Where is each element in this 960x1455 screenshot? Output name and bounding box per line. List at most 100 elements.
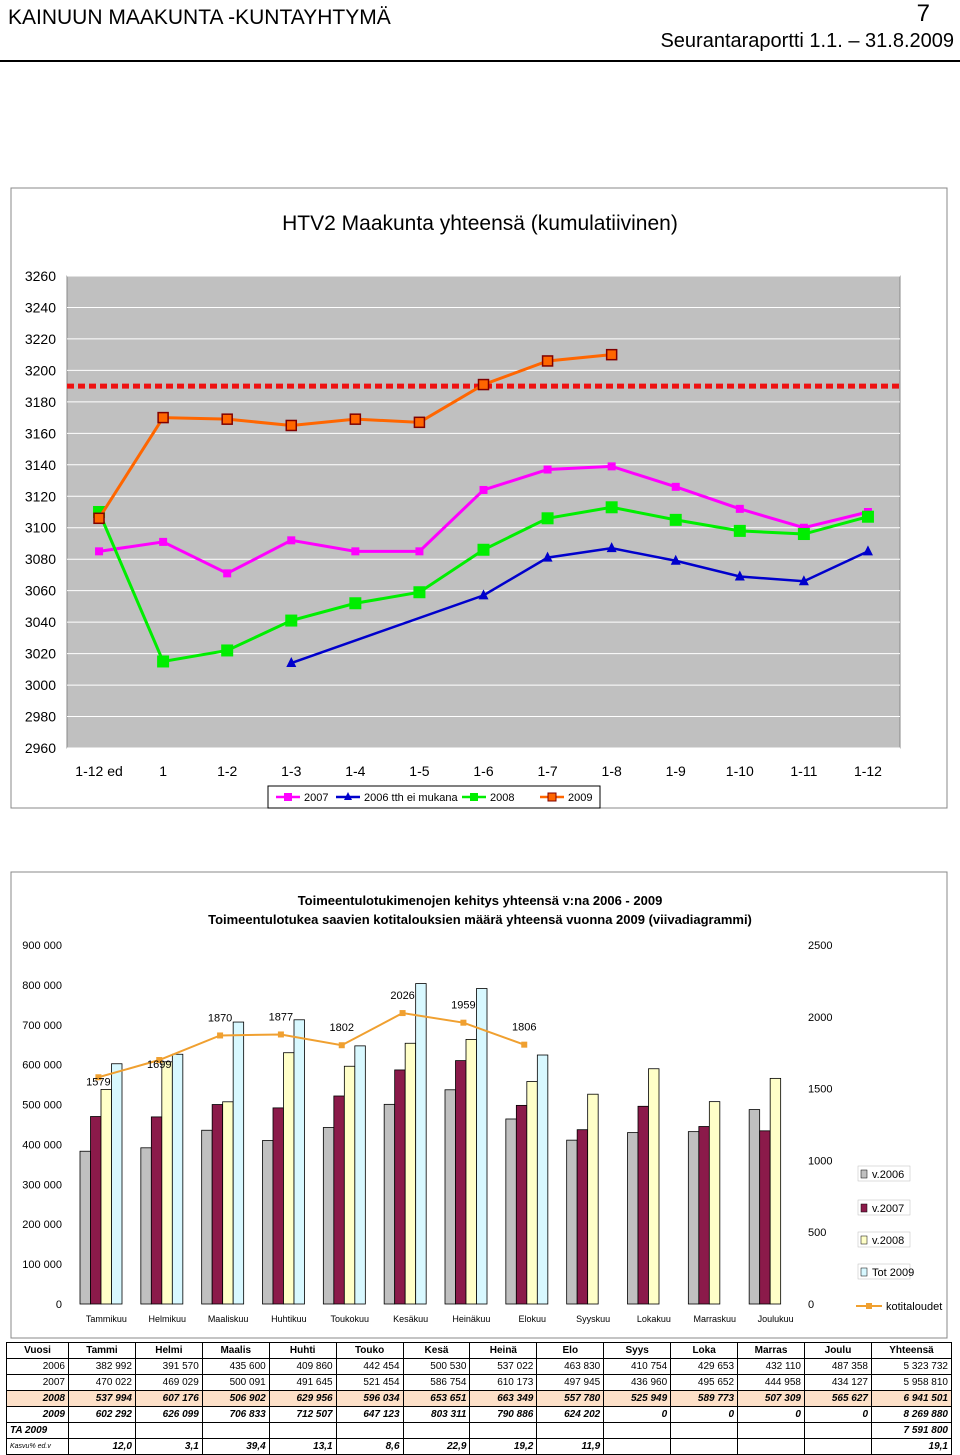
chart2-bar <box>444 1089 456 1305</box>
chart2-xtick-label: Heinäkuu <box>452 1314 490 1324</box>
chart1-point <box>478 589 489 600</box>
chart2-xtick-label: Kesäkuu <box>393 1314 428 1324</box>
chart2-bar <box>211 1104 224 1305</box>
table-cell: 491 645 <box>268 1374 337 1391</box>
table-cell: 500 091 <box>201 1374 270 1391</box>
table-row: 2006 382 992 391 570 435 600 409 860 442 454 5… <box>6 1358 952 1375</box>
chart2-ytick-label: 800 000 <box>22 980 62 992</box>
table-cell: 3,1 <box>134 1438 203 1455</box>
table-cell: 469 029 <box>134 1374 203 1391</box>
chart1-xtick-label: 1-8 <box>602 763 622 779</box>
chart1-point <box>541 355 554 367</box>
chart2-data-label: 1802 <box>330 1022 354 1034</box>
chart1-point <box>351 547 360 556</box>
chart2-y2tick-label: 2000 <box>808 1012 832 1024</box>
chart2-data-label: 1959 <box>451 1000 475 1012</box>
report-title: Seurantaraportti 1.1. – 31.8.2009 <box>660 30 954 52</box>
chart1-ytick-label: 2960 <box>25 740 56 756</box>
chart1-xtick-label: 1-2 <box>217 763 237 779</box>
chart1-point <box>413 586 426 599</box>
table-row: 2008 537 994 607 176 506 902 629 956 596 034 6… <box>6 1390 952 1407</box>
chart2-bar <box>394 1069 406 1305</box>
chart1-point <box>415 547 424 556</box>
table-row: Kasvu% ed.v 12,0 3,1 39,4 13,1 8,6 22,9 19,2 11,… <box>6 1438 952 1455</box>
chart2-line-point <box>521 1041 528 1048</box>
chart2-bar <box>171 1053 184 1305</box>
chart1-point <box>349 597 362 610</box>
table-cell: 565 627 <box>803 1390 873 1407</box>
table-header-cell: Joulu <box>803 1342 873 1359</box>
chart1-legend-label: 2007 <box>304 792 328 804</box>
chart2-xtick-label: Joulukuu <box>758 1314 794 1324</box>
table-cell: 6 941 501 <box>871 1390 952 1407</box>
chart2-bar <box>698 1126 710 1305</box>
table-cell <box>469 1422 538 1439</box>
chart2-subtitle: Toimeentulotukea saavien kotitalouksien … <box>208 912 752 927</box>
table-cell: 7 591 800 <box>871 1422 952 1439</box>
chart2-bar <box>748 1109 761 1305</box>
chart2-legend-label: v.2006 <box>872 1169 904 1181</box>
chart1-ytick-label: 3260 <box>25 268 56 284</box>
chart2-bar <box>576 1129 589 1305</box>
chart1-point <box>223 569 232 578</box>
chart1-xtick-label: 1-11 <box>790 763 817 779</box>
table-cell <box>268 1422 337 1439</box>
table-cell: 382 992 <box>68 1358 136 1375</box>
table-header-cell: Yhteensä <box>871 1342 952 1359</box>
chart1-point <box>221 413 233 425</box>
chart1-point <box>285 614 298 627</box>
chart2-bar <box>687 1131 700 1305</box>
chart1-ytick-label: 3160 <box>25 425 56 441</box>
table-cell: 442 454 <box>335 1358 404 1375</box>
table-cell: 11,9 <box>536 1438 605 1455</box>
chart1-title: HTV2 Maakunta yhteensä (kumulatiivinen) <box>282 212 678 235</box>
chart2-ytick-label: 900 000 <box>22 940 62 952</box>
chart2-xtick-label: Maaliskuu <box>208 1314 249 1324</box>
table-header-cell: Loka <box>670 1342 739 1359</box>
chart1-point <box>157 411 169 424</box>
table-row: 2007 470 022 469 029 500 091 491 645 521 454 5… <box>6 1374 952 1391</box>
chart2-bar <box>383 1103 396 1305</box>
chart2-bar <box>759 1130 771 1305</box>
chart1-point <box>669 513 682 526</box>
table-header-cell: Touko <box>335 1342 404 1359</box>
table-cell: 712 507 <box>268 1406 337 1423</box>
chart1-point <box>605 501 618 514</box>
chart1-point <box>285 419 298 432</box>
table-header-cell: Kesä <box>402 1342 471 1359</box>
chart2-bar <box>111 1063 123 1305</box>
table-cell: 537 022 <box>469 1358 538 1375</box>
chart1-legend-label: 2006 tth ei mukana <box>364 792 458 804</box>
chart2-xtick-label: Lokakuu <box>637 1314 671 1324</box>
chart2-line-point <box>217 1032 224 1039</box>
chart1-xtick-label: 1-3 <box>281 763 301 779</box>
table-cell: 596 034 <box>335 1390 404 1407</box>
table-cell: 610 173 <box>469 1374 538 1391</box>
chart2-xtick-label: Elokuu <box>518 1314 546 1324</box>
table-cell <box>803 1422 873 1439</box>
chart1-point <box>605 348 618 361</box>
chart1-legend-label: 2008 <box>490 792 514 804</box>
chart1-point <box>543 465 552 474</box>
table-cell: 5 323 732 <box>871 1358 952 1375</box>
chart2-bar <box>322 1127 335 1305</box>
chart1-point <box>159 537 168 546</box>
chart2-data-label: 1870 <box>208 1012 232 1024</box>
chart2-bar <box>455 1060 467 1305</box>
chart1-ytick-label: 3100 <box>25 520 56 536</box>
chart2-bar <box>526 1081 538 1305</box>
chart1-point <box>413 416 426 429</box>
table-cell: 537 994 <box>68 1390 136 1407</box>
chart1-point <box>735 504 744 513</box>
table-cell: 602 292 <box>68 1406 136 1423</box>
table-cell: 444 958 <box>737 1374 805 1391</box>
chart2-bar <box>354 1045 366 1305</box>
chart1-legend-label: 2009 <box>568 792 592 804</box>
table-cell <box>737 1438 805 1455</box>
table-cell <box>803 1438 873 1455</box>
chart2-ytick-label: 700 000 <box>22 1020 62 1032</box>
htv-line-chart: HTV2 Maakunta yhteensä (kumulatiivinen) … <box>10 187 948 809</box>
chart2-bar <box>505 1118 517 1305</box>
table-cell: 803 311 <box>402 1406 471 1423</box>
table-cell: 507 309 <box>737 1390 805 1407</box>
